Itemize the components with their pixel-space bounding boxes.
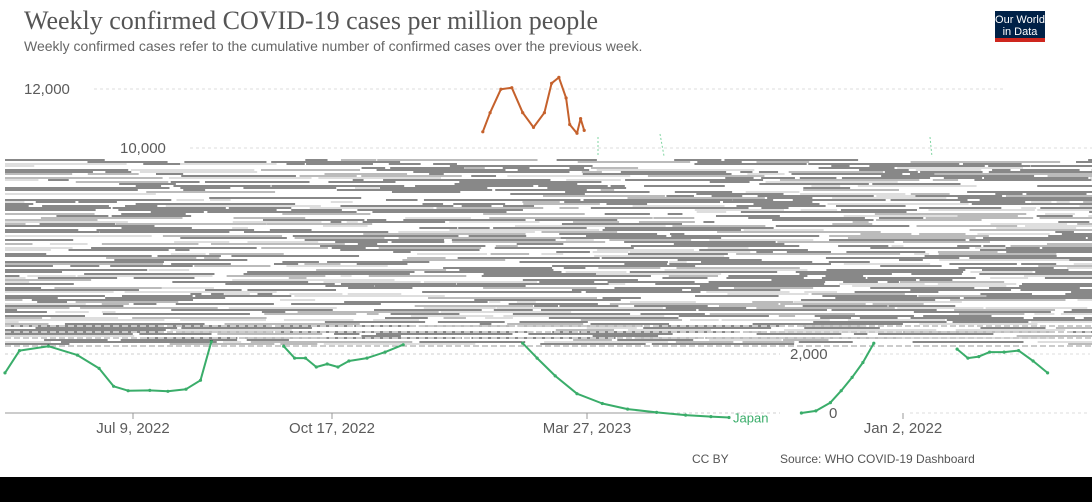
data-point bbox=[293, 356, 297, 360]
label-layer: 12,000 10,000 2,000 0 Jul 9, 2022 Oct 17, 202… bbox=[24, 81, 942, 437]
data-point bbox=[535, 356, 539, 360]
data-point bbox=[814, 409, 818, 413]
data-point bbox=[550, 81, 554, 85]
logo-line-1: Our World bbox=[995, 14, 1045, 26]
data-point bbox=[347, 359, 351, 363]
y-tick-label: 0 bbox=[829, 405, 837, 422]
data-point bbox=[365, 356, 369, 360]
data-point bbox=[521, 111, 525, 115]
data-point bbox=[799, 411, 804, 415]
data-point bbox=[499, 87, 503, 91]
data-point bbox=[510, 86, 514, 90]
x-tick-label: Jan 2, 2022 bbox=[864, 420, 942, 437]
license-text[interactable]: CC BY bbox=[692, 452, 729, 466]
data-point bbox=[166, 389, 170, 393]
data-point bbox=[209, 340, 213, 344]
data-point bbox=[568, 122, 572, 127]
y-tick-label: 10,000 bbox=[120, 140, 166, 157]
data-point bbox=[97, 366, 101, 370]
x-tick-label: Mar 27, 2023 bbox=[543, 420, 631, 437]
data-point bbox=[303, 356, 308, 360]
data-point bbox=[531, 125, 536, 129]
series-line-1-0 bbox=[481, 76, 586, 135]
x-tick-label: Oct 17, 2022 bbox=[289, 420, 375, 437]
data-point bbox=[655, 410, 659, 414]
source-text: Source: WHO COVID-19 Dashboard bbox=[780, 452, 975, 466]
line-chart: 12,000 10,000 2,000 0 Jul 9, 2022 Oct 17, 202… bbox=[3, 75, 1092, 437]
data-point bbox=[988, 350, 992, 354]
data-point bbox=[579, 117, 583, 121]
data-point bbox=[488, 111, 492, 115]
series-label-japan: Japan bbox=[733, 410, 768, 425]
data-point bbox=[383, 350, 387, 354]
bottom-black-band bbox=[0, 477, 1092, 502]
data-point bbox=[126, 389, 130, 393]
data-point bbox=[575, 392, 579, 396]
data-point bbox=[521, 341, 525, 345]
data-point bbox=[1046, 371, 1050, 375]
x-tick-label: Jul 9, 2022 bbox=[96, 420, 169, 437]
chart-subtitle: Weekly confirmed cases refer to the cumu… bbox=[24, 38, 643, 54]
data-point bbox=[966, 356, 970, 360]
data-point bbox=[282, 344, 286, 348]
data-point bbox=[553, 374, 557, 378]
data-point bbox=[112, 384, 116, 388]
data-point bbox=[1017, 349, 1021, 353]
data-point bbox=[481, 130, 485, 134]
data-point bbox=[46, 344, 51, 348]
glitch-band-layer bbox=[5, 133, 1092, 348]
series-line-0-1 bbox=[282, 343, 404, 368]
data-point bbox=[198, 378, 203, 382]
data-point bbox=[600, 401, 604, 406]
data-point bbox=[582, 128, 586, 132]
data-point bbox=[314, 365, 318, 369]
grid-layer bbox=[5, 88, 1092, 419]
logo-line-2: in Data bbox=[1002, 26, 1038, 38]
series-line-0-4 bbox=[956, 348, 1049, 374]
y-tick-label: 2,000 bbox=[790, 346, 828, 363]
data-point bbox=[727, 415, 731, 420]
data-point bbox=[684, 413, 688, 417]
data-point bbox=[75, 353, 79, 357]
y-tick-label: 12,000 bbox=[24, 81, 70, 98]
glitch-fragment bbox=[659, 133, 665, 157]
data-point bbox=[401, 343, 405, 347]
series-line-0-2 bbox=[521, 342, 730, 419]
data-point bbox=[709, 415, 713, 419]
chart-title: Weekly confirmed COVID-19 cases per mill… bbox=[24, 6, 599, 35]
data-point bbox=[17, 349, 22, 353]
data-point bbox=[955, 347, 959, 351]
data-point bbox=[564, 96, 568, 100]
data-point bbox=[336, 365, 340, 369]
series-line-0-0 bbox=[4, 341, 213, 393]
data-point bbox=[148, 388, 152, 392]
data-point bbox=[839, 389, 843, 393]
data-point bbox=[828, 401, 833, 405]
data-point bbox=[872, 341, 876, 345]
data-point bbox=[626, 407, 630, 411]
series-layer bbox=[3, 75, 1050, 420]
data-point bbox=[3, 371, 7, 375]
data-point bbox=[575, 131, 579, 135]
data-point bbox=[1002, 350, 1006, 354]
owid-logo[interactable]: Our World in Data bbox=[995, 11, 1045, 42]
data-point bbox=[977, 355, 981, 359]
data-point bbox=[325, 362, 329, 366]
data-point bbox=[184, 387, 188, 391]
glitch-fragment bbox=[929, 136, 933, 158]
data-point bbox=[557, 75, 561, 79]
data-point bbox=[542, 111, 547, 115]
data-point bbox=[850, 375, 854, 379]
data-point bbox=[861, 360, 865, 365]
data-point bbox=[1031, 359, 1035, 363]
